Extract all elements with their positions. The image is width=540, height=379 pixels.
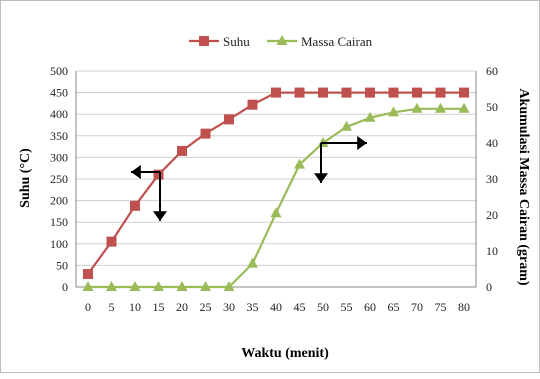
data-point-square xyxy=(247,99,258,110)
data-point-triangle xyxy=(200,281,211,291)
legend-label: Suhu xyxy=(223,34,250,49)
arrow-left-head xyxy=(131,165,141,179)
series-lines xyxy=(87,91,464,289)
data-point-triangle xyxy=(176,281,188,291)
x-tick-label: 25 xyxy=(200,300,212,314)
data-point-square xyxy=(341,87,352,98)
x-tick-label: 75 xyxy=(435,300,447,314)
data-point-square xyxy=(318,87,328,98)
left-tick-label: 450 xyxy=(50,86,68,100)
left-tick-label: 350 xyxy=(50,129,68,143)
right-tick-label: 50 xyxy=(486,100,498,114)
legend-label: Massa Cairan xyxy=(301,34,373,49)
data-point-square xyxy=(388,87,399,98)
left-tick-label: 200 xyxy=(50,194,68,208)
right-tick-label: 10 xyxy=(486,244,498,258)
x-tick-label: 20 xyxy=(176,300,188,314)
right-axis-ticks: 0 10 20 30 40 50 60 xyxy=(486,64,498,294)
series-line-1 xyxy=(87,91,464,275)
legend: Suhu Massa Cairan xyxy=(189,34,373,49)
x-tick-label: 55 xyxy=(341,300,353,314)
series-markers xyxy=(82,87,470,291)
data-point-triangle xyxy=(82,281,94,291)
left-tick-label: 250 xyxy=(50,172,68,186)
x-tick-label: 80 xyxy=(458,300,470,314)
x-tick-label: 35 xyxy=(247,300,259,314)
left-tick-label: 0 xyxy=(62,280,68,294)
right-tick-label: 0 xyxy=(486,280,492,294)
left-tick-label: 100 xyxy=(50,237,68,251)
data-point-triangle xyxy=(458,102,470,113)
data-point-square xyxy=(365,87,375,98)
right-axis-label: Akumulasi Massa Cairan (gram) xyxy=(516,88,531,286)
left-tick-label: 400 xyxy=(50,107,68,121)
x-tick-label: 5 xyxy=(109,300,115,314)
x-tick-label: 0 xyxy=(85,300,91,314)
data-point-square xyxy=(224,114,234,125)
data-point-square xyxy=(412,87,422,98)
x-tick-label: 70 xyxy=(411,300,423,314)
right-tick-label: 20 xyxy=(486,208,498,222)
data-point-square xyxy=(435,87,446,98)
data-point-square xyxy=(200,128,211,139)
right-tick-label: 60 xyxy=(486,64,498,78)
data-point-square xyxy=(177,145,187,156)
data-point-triangle xyxy=(106,281,117,291)
left-tick-label: 300 xyxy=(50,150,68,164)
data-point-square xyxy=(271,87,281,98)
data-point-triangle xyxy=(129,281,141,291)
data-point-triangle xyxy=(294,158,305,169)
x-tick-label: 50 xyxy=(317,300,329,314)
left-tick-label: 150 xyxy=(50,215,68,229)
gridlines xyxy=(76,70,476,288)
data-point-triangle xyxy=(411,102,423,113)
x-tick-label: 45 xyxy=(294,300,306,314)
x-tick-label: 65 xyxy=(388,300,400,314)
data-point-triangle xyxy=(247,257,258,268)
data-point-triangle xyxy=(153,281,164,291)
arrow-right-head xyxy=(357,136,367,150)
right-tick-label: 30 xyxy=(486,172,498,186)
x-tick-label: 60 xyxy=(364,300,376,314)
annotation-arrows xyxy=(131,136,367,221)
data-point-square xyxy=(130,200,140,211)
left-axis-ticks: 0 50 100 150 200 250 300 350 400 450 500 xyxy=(50,64,68,294)
legend-marker-triangle xyxy=(276,35,288,45)
data-point-triangle xyxy=(223,281,235,291)
x-tick-label: 10 xyxy=(129,300,141,314)
data-point-square xyxy=(153,169,164,180)
right-tick-label: 40 xyxy=(486,136,498,150)
data-point-square xyxy=(83,269,93,280)
x-axis-label: Waktu (menit) xyxy=(241,346,329,361)
data-point-square xyxy=(459,87,469,98)
left-tick-label: 500 xyxy=(50,64,68,78)
x-axis-ticks: 0 5 10 15 20 25 30 35 40 45 50 55 60 65 70 75 80 xyxy=(85,300,470,314)
x-tick-label: 15 xyxy=(153,300,165,314)
arrow-down-right-pair-head xyxy=(314,173,328,183)
arrow-down-left-pair-head xyxy=(153,211,167,221)
left-axis-label: Suhu (°C) xyxy=(18,148,33,208)
data-point-triangle xyxy=(435,102,446,113)
data-point-triangle xyxy=(270,207,282,218)
data-point-triangle xyxy=(341,120,352,131)
left-tick-label: 50 xyxy=(56,258,68,272)
data-point-square xyxy=(294,87,305,98)
x-tick-label: 30 xyxy=(223,300,235,314)
data-point-triangle xyxy=(364,111,376,122)
legend-marker-square xyxy=(199,36,209,46)
data-point-square xyxy=(106,236,117,247)
data-point-triangle xyxy=(388,106,399,117)
x-tick-label: 40 xyxy=(270,300,282,314)
